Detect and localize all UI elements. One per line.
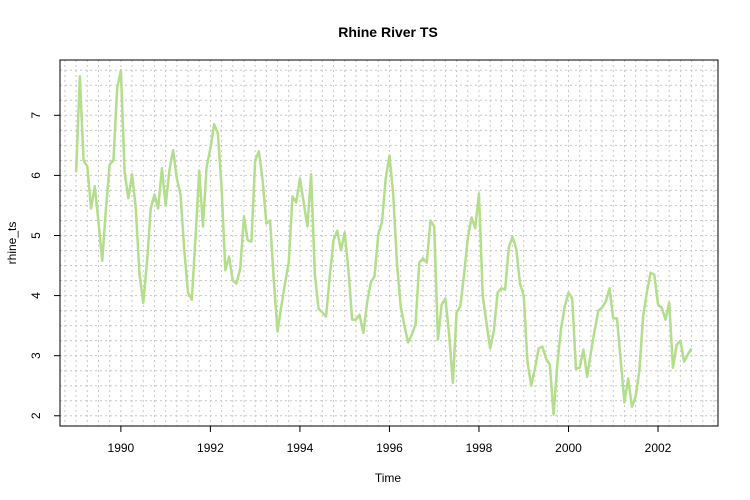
x-tick-label: 1998 [466, 441, 493, 455]
y-axis: 2 3 4 5 6 7 [29, 112, 61, 419]
y-tick-label: 5 [29, 232, 43, 239]
x-tick-label: 1996 [376, 441, 403, 455]
y-tick-label: 4 [29, 292, 43, 299]
x-axis-label: Time [375, 471, 402, 485]
x-tick-label: 1990 [108, 441, 135, 455]
y-tick-label: 2 [29, 412, 43, 419]
x-tick-label: 1994 [287, 441, 314, 455]
x-axis: 1990 1992 1994 1996 1998 2000 2002 [108, 425, 672, 455]
y-tick-label: 6 [29, 172, 43, 179]
chart-title: Rhine River TS [338, 24, 438, 40]
series-line [74, 68, 693, 416]
x-tick-label: 2002 [645, 441, 672, 455]
x-tick-label: 1992 [197, 441, 224, 455]
y-tick-label: 7 [29, 112, 43, 119]
y-tick-label: 3 [29, 352, 43, 359]
series-layer [74, 68, 693, 416]
y-axis-label: rhine_ts [5, 222, 19, 265]
x-tick-label: 2000 [555, 441, 582, 455]
grid [60, 60, 718, 426]
